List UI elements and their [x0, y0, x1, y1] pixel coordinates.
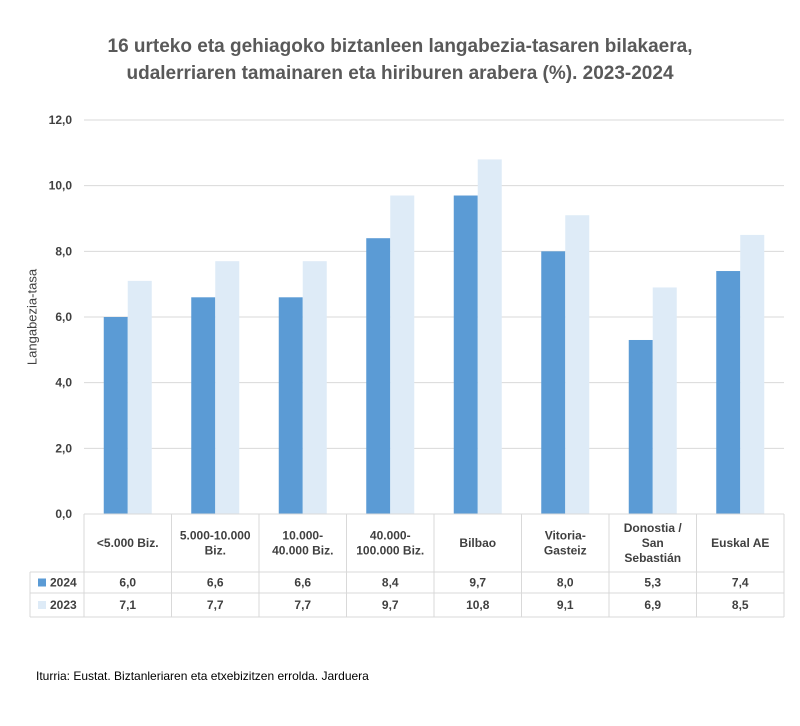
- data-label-2023: 9,1: [557, 598, 574, 612]
- y-tick-label: 12,0: [49, 113, 73, 127]
- data-label-2024: 6,6: [294, 576, 311, 590]
- data-label-2024: 8,4: [382, 576, 399, 590]
- legend-key-2023: [38, 601, 46, 609]
- y-tick-label: 0,0: [55, 507, 72, 521]
- legend-label-2024: 2024: [50, 576, 77, 590]
- data-label-2024: 6,0: [119, 576, 136, 590]
- bar-2023-5: [565, 215, 590, 514]
- data-label-2023: 10,8: [466, 598, 490, 612]
- legend-label-2023: 2023: [50, 598, 77, 612]
- category-label: 5.000-10.000: [180, 529, 251, 543]
- bar-2024-5: [541, 251, 566, 515]
- y-tick-label: 2,0: [55, 441, 72, 455]
- category-label: 40.000 Biz.: [272, 544, 333, 558]
- category-label: 10.000-: [282, 529, 323, 543]
- bar-2024-4: [453, 195, 478, 514]
- bar-2023-2: [302, 261, 327, 514]
- category-label: Donostia /: [624, 521, 683, 535]
- bar-2023-0: [127, 280, 152, 514]
- legend-key-2024: [38, 578, 46, 587]
- y-tick-label: 6,0: [55, 310, 72, 324]
- category-label: Sebastián: [624, 551, 681, 565]
- data-label-2023: 7,7: [207, 598, 224, 612]
- bar-2024-6: [628, 339, 653, 514]
- data-label-2023: 7,1: [119, 598, 136, 612]
- bar-2023-7: [740, 234, 765, 514]
- data-label-2024: 5,3: [644, 576, 661, 590]
- data-label-2023: 6,9: [644, 598, 661, 612]
- data-label-2023: 8,5: [732, 598, 749, 612]
- data-label-2024: 7,4: [732, 576, 749, 590]
- y-tick-label: 4,0: [55, 376, 72, 390]
- bar-2024-1: [191, 297, 216, 514]
- bar-2024-2: [278, 297, 303, 514]
- data-label-2024: 8,0: [557, 576, 574, 590]
- bar-2023-1: [215, 261, 240, 514]
- category-label: Bilbao: [459, 536, 496, 550]
- bar-2024-3: [366, 238, 391, 514]
- chart-title-line-1: 16 urteko eta gehiagoko biztanleen langa…: [107, 36, 693, 57]
- data-label-2023: 9,7: [382, 598, 399, 612]
- bar-2024-0: [103, 317, 128, 514]
- bar-2023-3: [390, 195, 415, 514]
- category-label: Gasteiz: [544, 544, 587, 558]
- data-label-2024: 9,7: [469, 576, 486, 590]
- category-label: San: [642, 536, 664, 550]
- bar-2023-6: [652, 287, 677, 514]
- bar-2024-7: [716, 271, 741, 514]
- y-tick-label: 10,0: [49, 179, 73, 193]
- y-tick-label: 8,0: [55, 244, 72, 258]
- data-label-2023: 7,7: [294, 598, 311, 612]
- category-label: 100.000 Biz.: [356, 544, 424, 558]
- category-label: <5.000 Biz.: [97, 536, 159, 550]
- category-label: 40.000-: [370, 529, 411, 543]
- category-label: Euskal AE: [711, 536, 769, 550]
- chart-title: 16 urteko eta gehiagoko biztanleen langa…: [0, 33, 800, 87]
- chart-title-line-2: udalerriaren tamainaren eta hiriburen ar…: [126, 63, 674, 84]
- bar-2023-4: [477, 159, 502, 514]
- category-label: Vitoria-: [545, 529, 586, 543]
- category-label: Biz.: [205, 544, 226, 558]
- data-label-2024: 6,6: [207, 576, 224, 590]
- source-note: Iturria: Eustat. Biztanleriaren eta etxe…: [36, 669, 369, 683]
